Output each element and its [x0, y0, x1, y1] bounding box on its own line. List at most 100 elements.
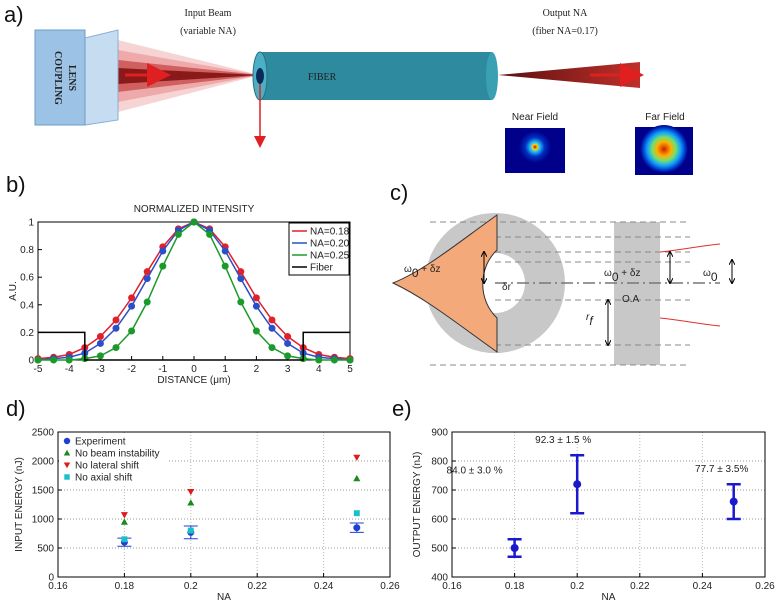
y-tick-label: 700	[431, 486, 448, 497]
symbol: r	[586, 312, 590, 323]
x-tick-label: 3	[285, 364, 291, 375]
axes-frame	[451, 431, 766, 578]
near-field-spot	[519, 131, 551, 163]
y-tick-label: 0	[28, 356, 34, 367]
legend-swatch	[63, 437, 71, 445]
marker	[237, 298, 245, 306]
fiber	[260, 52, 492, 100]
legend-swatch	[64, 474, 70, 480]
y-tick-label: 2000	[32, 457, 55, 468]
output-cone	[498, 62, 640, 88]
beam-envelope	[659, 243, 721, 327]
w-left-label: ω0 + δz	[404, 264, 440, 280]
y-tick-label: 2500	[32, 428, 55, 439]
y-tick-label: 400	[431, 573, 448, 584]
marker	[128, 327, 136, 335]
marker	[112, 316, 120, 324]
marker	[353, 474, 361, 482]
fiber-label: FIBER	[308, 72, 337, 83]
marker	[143, 268, 151, 276]
marker	[237, 275, 245, 283]
marker	[128, 302, 136, 310]
plot-area	[452, 432, 765, 577]
x-tick-label: 0.24	[693, 581, 713, 592]
x-tick-label: -3	[96, 364, 105, 375]
y-tick-label: 0.8	[20, 245, 34, 256]
marker	[353, 524, 361, 532]
marker	[65, 356, 73, 364]
y-tick-label: 1	[28, 218, 34, 229]
legend-label: NA=0.18	[310, 227, 350, 238]
y-tick-label: 900	[431, 428, 448, 439]
marker	[268, 344, 276, 352]
y-tick-label: 800	[431, 457, 448, 468]
legend-swatch	[63, 449, 71, 456]
lens-label: COUPLING	[52, 51, 63, 105]
x-tick-label: 0.2	[570, 581, 584, 592]
y-tick-label: 0.6	[20, 273, 34, 284]
y-axis-label: OUTPUT ENERGY (nJ)	[412, 452, 423, 558]
x-tick-label: 0.16	[48, 581, 68, 592]
legend-label: No beam instability	[75, 449, 159, 460]
marker	[353, 510, 360, 517]
panel-label: c)	[390, 180, 408, 205]
y-axis-label: INPUT ENERGY (nJ)	[14, 457, 25, 552]
panel-label: a)	[4, 2, 24, 27]
marker	[120, 512, 128, 519]
subscript: 0	[412, 266, 419, 280]
marker	[221, 262, 229, 270]
fiber-core	[256, 68, 264, 84]
x-axis-label: NA	[602, 592, 616, 603]
beam-profile	[391, 214, 498, 353]
input-beam-label: (variable NA)	[180, 26, 236, 37]
y-axis-label: A.U.	[8, 281, 19, 300]
x-tick-label: 0.16	[442, 581, 462, 592]
x-axis-label: NA	[217, 592, 231, 603]
far-field-label: Far Field	[645, 112, 684, 123]
panel-label: e)	[392, 396, 412, 421]
marker	[143, 298, 151, 306]
output-na-label: Output NA	[543, 8, 589, 19]
symbol: + δz	[419, 264, 441, 275]
symbol: + δz	[619, 268, 641, 279]
marker	[174, 230, 182, 238]
x-tick-label: 0.26	[755, 581, 775, 592]
x-tick-label: -2	[127, 364, 136, 375]
y-tick-label: 1000	[32, 515, 55, 526]
x-tick-label: -1	[158, 364, 167, 375]
x-tick-label: 0.2	[184, 581, 198, 592]
legend-label: Experiment	[75, 437, 126, 448]
marker	[252, 327, 260, 335]
marker	[237, 268, 245, 276]
diagram-a: COUPLING LENS FIBER Input Beam (variable…	[34, 8, 693, 175]
near-field-label: Near Field	[512, 112, 558, 123]
panel-label: b)	[6, 172, 26, 197]
y-tick-label: 600	[431, 515, 448, 526]
legend-label: No axial shift	[75, 473, 132, 484]
chart-title: NORMALIZED INTENSITY	[134, 204, 255, 215]
subscript: f	[589, 314, 594, 328]
output-na-label: (fiber NA=0.17)	[532, 26, 598, 37]
w-right-label: ω0 + δz	[604, 268, 640, 284]
marker	[284, 352, 292, 360]
marker	[187, 527, 194, 534]
w0-label: ω0	[703, 268, 718, 284]
legend-swatch	[63, 462, 71, 469]
legend-label: Fiber	[310, 263, 333, 274]
annotation: 92.3 ± 1.5 %	[535, 435, 591, 446]
rf-label: rf	[586, 312, 594, 328]
x-tick-label: 4	[316, 364, 322, 375]
marker	[573, 480, 582, 489]
x-tick-label: 1	[222, 364, 228, 375]
diagram-c: ω0 + δz δr ω0 + δz ω0 rf O.A	[391, 212, 732, 366]
marker	[187, 499, 195, 506]
x-tick-label: 0.18	[115, 581, 135, 592]
x-tick-label: 0	[191, 364, 197, 375]
symbol: ω	[604, 268, 612, 279]
marker	[268, 324, 276, 332]
symbol: ω	[703, 268, 711, 279]
marker	[112, 324, 120, 332]
subscript: 0	[711, 270, 718, 284]
y-tick-label: 1500	[32, 486, 55, 497]
marker	[330, 356, 338, 364]
